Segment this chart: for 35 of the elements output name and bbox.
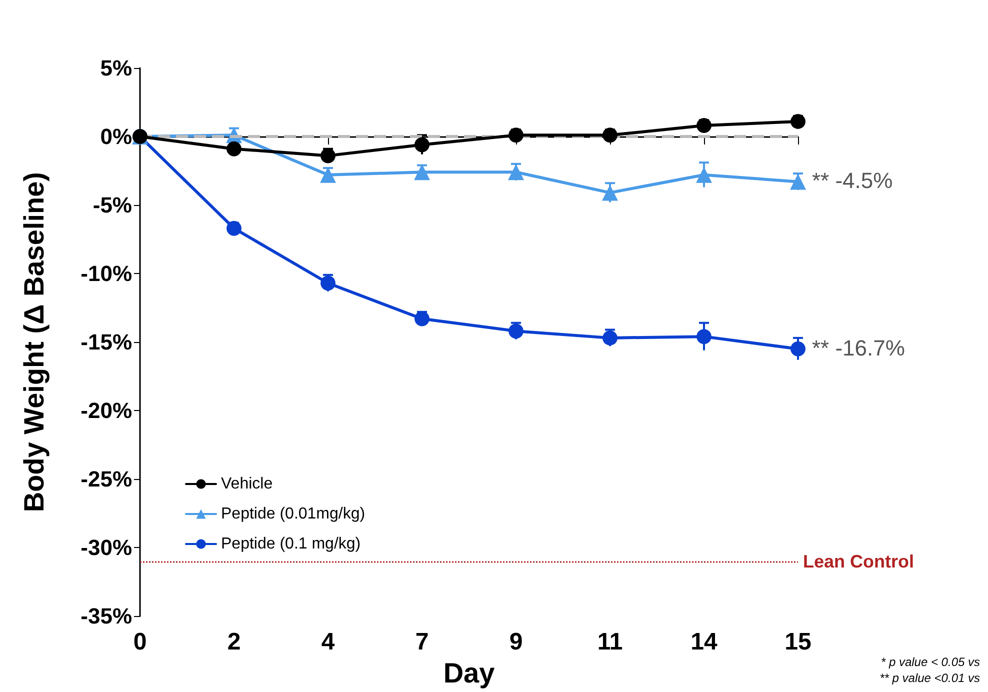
x-axis-title: Day (443, 658, 496, 688)
x-tick-label: 7 (415, 628, 429, 656)
y-tick-label: 0% (100, 124, 132, 150)
x-tick-label: 2 (227, 628, 241, 656)
y-tick-label: -5% (92, 192, 132, 218)
point (414, 164, 430, 180)
y-tick-label: -10% (80, 261, 132, 286)
point (414, 137, 430, 152)
x-tick-label: 14 (690, 628, 718, 656)
y-tick-label: -30% (80, 535, 132, 560)
point (696, 118, 712, 134)
y-axis-title: Body Weight (Δ Baseline) (18, 172, 50, 512)
point (790, 114, 806, 129)
point (602, 128, 618, 143)
y-tick-label: 5% (100, 56, 132, 80)
x-tick-label: 4 (321, 628, 336, 656)
annotation: ** -16.7% (812, 335, 905, 360)
legend-label: Peptide (0.1 mg/kg) (221, 536, 361, 552)
legend-label: Vehicle (221, 476, 273, 492)
y-tick-label: -25% (80, 466, 132, 492)
x-tick-label: 0 (133, 628, 147, 656)
annotation: ** -4.5% (812, 168, 893, 194)
y-tick-label: -20% (80, 398, 132, 424)
text: * p value < 0.05 vs (880, 655, 980, 669)
x-tick-label: 15 (784, 628, 812, 656)
text: ** p value <0.01 vs (880, 671, 980, 685)
point (226, 141, 242, 156)
point (320, 148, 336, 164)
y-tick-label: -15% (80, 330, 132, 355)
y-tick-label: -35% (80, 604, 132, 629)
x-tick-label: 11 (597, 628, 623, 656)
point (508, 128, 524, 143)
legend-label: Peptide (0.01mg/kg) (221, 506, 366, 522)
ref-line-label: Lean Control (803, 551, 914, 572)
x-tick-label: 9 (509, 628, 523, 656)
